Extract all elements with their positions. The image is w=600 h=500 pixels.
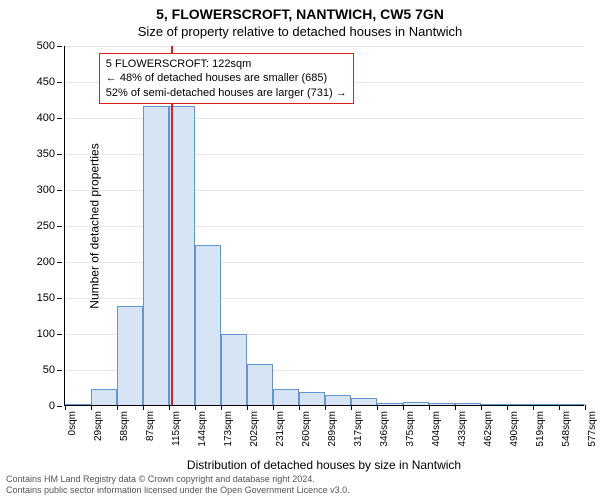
x-tick — [481, 405, 482, 410]
x-tick-label: 231sqm — [275, 411, 286, 447]
y-tick-label: 100 — [37, 328, 55, 340]
histogram-bar — [377, 403, 403, 405]
y-tick-label: 50 — [43, 364, 55, 376]
histogram-bar — [533, 404, 559, 405]
y-tick-label: 300 — [37, 184, 55, 196]
y-tick — [57, 298, 62, 299]
annotation-line: 52% of semi-detached houses are larger (… — [106, 86, 347, 100]
y-tick — [57, 154, 62, 155]
histogram-chart: 0501001502002503003504004505000sqm29sqm5… — [64, 46, 584, 406]
x-tick — [351, 405, 352, 410]
x-tick — [559, 405, 560, 410]
x-tick-label: 577sqm — [587, 411, 598, 447]
annotation-box: 5 FLOWERSCROFT: 122sqm← 48% of detached … — [99, 53, 354, 104]
x-tick — [507, 405, 508, 410]
y-tick-label: 500 — [37, 40, 55, 52]
y-tick — [57, 334, 62, 335]
x-tick — [247, 405, 248, 410]
plot-area: 0501001502002503003504004505000sqm29sqm5… — [64, 46, 584, 406]
x-tick — [403, 405, 404, 410]
x-tick-label: 433sqm — [457, 411, 468, 447]
x-tick-label: 375sqm — [405, 411, 416, 447]
x-tick-label: 490sqm — [509, 411, 520, 447]
histogram-bar — [247, 364, 273, 405]
histogram-bar — [325, 395, 351, 405]
x-tick-label: 346sqm — [379, 411, 390, 447]
x-tick-label: 519sqm — [535, 411, 546, 447]
histogram-bar — [403, 402, 429, 405]
x-tick — [377, 405, 378, 410]
x-tick-label: 260sqm — [301, 411, 312, 447]
y-tick — [57, 190, 62, 191]
attribution-text: Contains HM Land Registry data © Crown c… — [6, 474, 350, 496]
y-tick-label: 400 — [37, 112, 55, 124]
histogram-bar — [221, 334, 247, 405]
x-tick — [65, 405, 66, 410]
page-subtitle: Size of property relative to detached ho… — [0, 22, 600, 39]
page-title: 5, FLOWERSCROFT, NANTWICH, CW5 7GN — [0, 0, 600, 22]
y-tick-label: 450 — [37, 76, 55, 88]
x-tick — [533, 405, 534, 410]
y-tick-label: 0 — [49, 400, 55, 412]
histogram-bar — [169, 106, 195, 405]
annotation-line: ← 48% of detached houses are smaller (68… — [106, 71, 347, 85]
x-tick-label: 404sqm — [431, 411, 442, 447]
histogram-bar — [91, 389, 117, 405]
histogram-bar — [143, 106, 169, 405]
x-tick-label: 173sqm — [223, 411, 234, 447]
x-tick — [585, 405, 586, 410]
x-tick-label: 115sqm — [171, 411, 182, 446]
x-tick — [91, 405, 92, 410]
y-tick — [57, 82, 62, 83]
x-tick-label: 0sqm — [67, 411, 78, 435]
x-tick-label: 144sqm — [197, 411, 208, 447]
histogram-bar — [299, 392, 325, 405]
y-tick — [57, 370, 62, 371]
x-tick-label: 87sqm — [145, 411, 156, 441]
x-tick — [273, 405, 274, 410]
y-tick — [57, 118, 62, 119]
x-tick-label: 289sqm — [327, 411, 338, 447]
histogram-bar — [195, 245, 221, 405]
x-tick — [221, 405, 222, 410]
histogram-bar — [429, 403, 455, 405]
histogram-bar — [351, 398, 377, 405]
histogram-bar — [455, 403, 481, 405]
histogram-bar — [507, 404, 533, 405]
y-tick — [57, 226, 62, 227]
x-axis-label: Distribution of detached houses by size … — [64, 458, 584, 472]
x-tick-label: 29sqm — [93, 411, 104, 441]
x-tick-label: 462sqm — [483, 411, 494, 447]
y-axis-label: Number of detached properties — [88, 143, 102, 308]
attribution-line: Contains public sector information licen… — [6, 485, 350, 496]
y-tick-label: 200 — [37, 256, 55, 268]
x-tick-label: 317sqm — [353, 411, 364, 447]
x-tick — [455, 405, 456, 410]
histogram-bar — [117, 306, 143, 405]
y-tick — [57, 406, 62, 407]
y-tick-label: 250 — [37, 220, 55, 232]
histogram-bar — [559, 404, 585, 405]
x-tick-label: 58sqm — [119, 411, 130, 441]
x-tick — [195, 405, 196, 410]
y-tick-label: 150 — [37, 292, 55, 304]
x-tick — [325, 405, 326, 410]
histogram-bar — [65, 404, 91, 405]
x-tick-label: 202sqm — [249, 411, 260, 447]
y-tick — [57, 262, 62, 263]
y-tick-label: 350 — [37, 148, 55, 160]
histogram-bar — [273, 389, 299, 405]
attribution-line: Contains HM Land Registry data © Crown c… — [6, 474, 350, 485]
histogram-bar — [481, 404, 507, 405]
x-tick — [143, 405, 144, 410]
x-tick-label: 548sqm — [561, 411, 572, 447]
gridline — [65, 46, 584, 47]
x-tick — [429, 405, 430, 410]
x-tick — [169, 405, 170, 410]
y-tick — [57, 46, 62, 47]
x-tick — [117, 405, 118, 410]
x-tick — [299, 405, 300, 410]
annotation-line: 5 FLOWERSCROFT: 122sqm — [106, 57, 347, 71]
